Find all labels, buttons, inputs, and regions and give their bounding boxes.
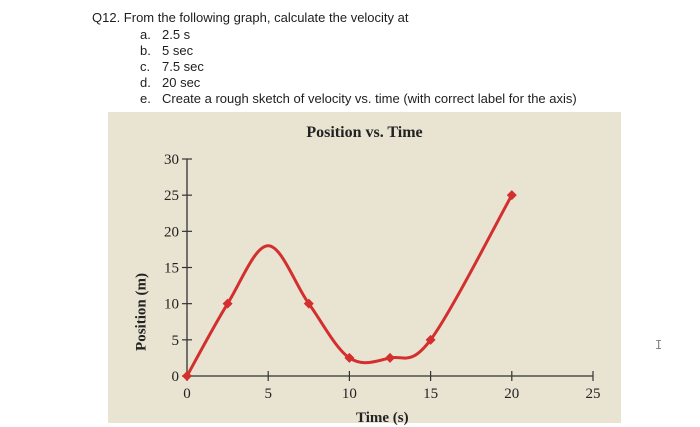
data-point-marker [182, 371, 192, 381]
option-d: d. 20 sec [140, 75, 577, 91]
option-letter: a. [140, 27, 151, 42]
option-text: 20 sec [162, 75, 201, 90]
option-text: 2.5 s [162, 27, 191, 42]
x-tick-label: 10 [342, 386, 357, 402]
option-a: a. 2.5 s [140, 27, 577, 43]
data-point-marker [344, 352, 355, 363]
y-tick-label: 0 [172, 369, 180, 385]
x-axis-label: Time (s) [356, 410, 409, 426]
option-letter: b. [140, 43, 151, 58]
x-tick-label: 25 [586, 386, 601, 402]
option-text: 5 sec [162, 43, 194, 58]
y-tick-label: 20 [164, 224, 179, 240]
data-point-marker [222, 298, 233, 309]
data-point-marker [385, 352, 395, 363]
text-cursor-icon: I [655, 338, 663, 352]
x-tick-label: 0 [183, 386, 191, 402]
chart-title: Position vs. Time [306, 124, 423, 141]
x-tick-label: 5 [264, 386, 272, 402]
question-block: Q12. From the following graph, calculate… [92, 10, 577, 107]
question-title: Q12. From the following graph, calculate… [92, 10, 409, 25]
y-tick-label: 25 [164, 188, 179, 204]
y-tick-label: 10 [164, 297, 179, 313]
y-tick-label: 30 [164, 152, 179, 168]
option-text: 7.5 sec [162, 59, 204, 74]
position-curve [185, 193, 514, 378]
option-c: c. 7.5 sec [140, 59, 577, 75]
option-e: e. Create a rough sketch of velocity vs. … [140, 91, 577, 107]
y-axis-label: Position (m) [133, 273, 150, 351]
position-time-chart: 0 5 10 15 20 25 30 0 5 10 15 20 25 [164, 152, 601, 402]
y-tick-label: 5 [172, 333, 180, 349]
data-point-marker [303, 298, 314, 309]
x-tick-label: 20 [504, 386, 519, 402]
option-b: b. 5 sec [140, 43, 577, 59]
option-letter: d. [140, 75, 151, 90]
y-tick-label: 15 [164, 261, 179, 277]
option-letter: c. [140, 59, 151, 74]
chart-figure: 0 5 10 15 20 25 30 0 5 10 15 20 25 Position vs. Time… [108, 112, 621, 426]
data-point-marker [425, 334, 436, 345]
option-letter: e. [140, 91, 151, 106]
option-text: Create a rough sketch of velocity vs. ti… [162, 91, 577, 106]
x-tick-label: 15 [423, 386, 438, 402]
options-list: a. 2.5 s b. 5 sec c. 7.5 sec d. 20 sec e. Cre… [92, 27, 577, 107]
data-point-marker [506, 190, 517, 201]
